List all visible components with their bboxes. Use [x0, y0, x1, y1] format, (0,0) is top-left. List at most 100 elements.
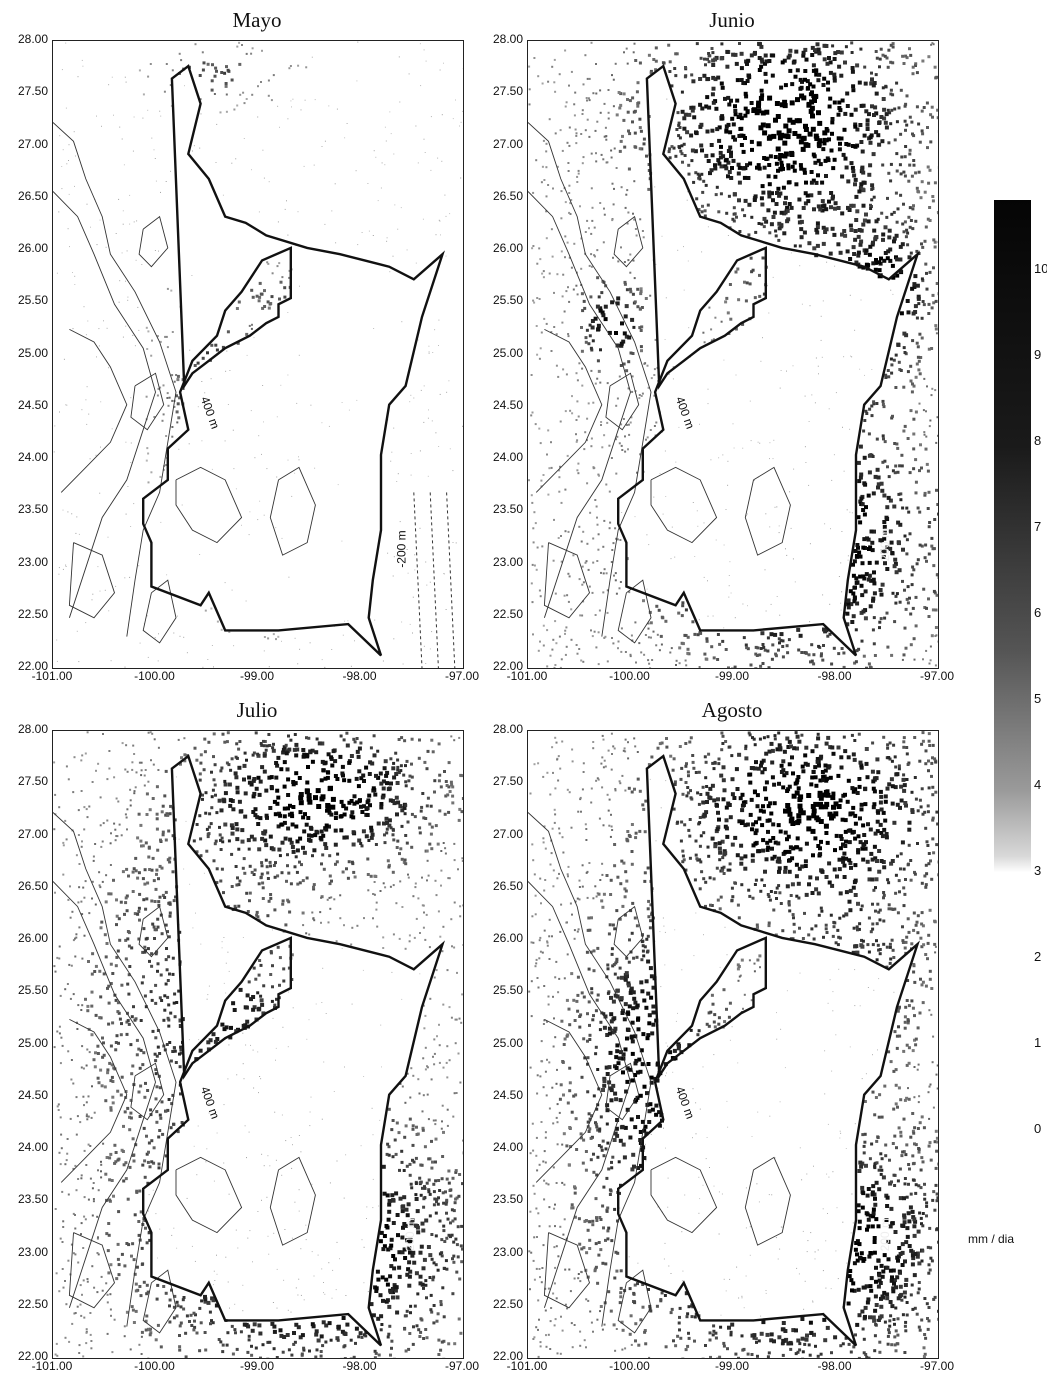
lat-tick: 22.00 — [17, 1349, 48, 1363]
lat-tick: 25.00 — [492, 345, 523, 360]
map-canvas-agosto: 400 m 200 m — [528, 731, 938, 1358]
contour-line — [68, 542, 116, 619]
contour-line — [175, 466, 243, 544]
contour-line — [528, 812, 652, 1327]
lat-tick: 22.00 — [492, 659, 523, 673]
map-canvas-mayo: 400 m -200 m — [53, 41, 463, 668]
lat-tick: 24.00 — [492, 1140, 523, 1154]
lon-tick: -98.00 — [817, 669, 852, 683]
lon-tick: -97.00 — [444, 669, 480, 683]
colorbar-tick-label: 9 — [1034, 347, 1042, 362]
contour-line — [60, 1018, 128, 1183]
lon-tick: -100.00 — [134, 1359, 175, 1373]
colorbar-tick-label: 6 — [1034, 605, 1042, 620]
lat-tick: 25.50 — [17, 293, 48, 308]
contour-line — [744, 1156, 791, 1246]
lon-tick: -100.00 — [609, 1359, 650, 1373]
state-boundary — [141, 64, 445, 657]
lat-tick: 26.00 — [492, 931, 523, 945]
lat-tick: 22.00 — [17, 659, 48, 673]
bathymetry-line — [429, 492, 439, 668]
contour-line — [543, 542, 591, 619]
lat-tick: 24.50 — [492, 1087, 523, 1102]
precipitation-field — [528, 731, 938, 1358]
contour-line — [60, 328, 128, 493]
contour-label-400: 400 m — [673, 395, 698, 431]
contour-line — [53, 881, 156, 1308]
lat-tick: 22.50 — [492, 1296, 523, 1311]
lon-tick: -99.00 — [714, 1359, 750, 1373]
contour-line — [68, 1232, 116, 1309]
contour-label-200: 200 m — [403, 1218, 417, 1251]
colorbar-tick-label: 4 — [1034, 777, 1042, 792]
contour-label-200: 200 m — [878, 528, 892, 561]
contour-line — [650, 466, 718, 544]
contour-line — [650, 1156, 718, 1234]
lon-tick: -98.00 — [342, 669, 377, 683]
lon-tick: -99.00 — [239, 669, 275, 683]
contour-line — [535, 328, 603, 493]
lon-tick: -99.00 — [239, 1359, 275, 1373]
lat-tick: 24.50 — [17, 1087, 48, 1102]
topography-contours — [53, 122, 316, 644]
lat-tick: 27.00 — [492, 136, 523, 151]
lon-tick: -97.00 — [919, 669, 955, 683]
colorbar-gradient — [994, 200, 1031, 1020]
lat-tick: 24.50 — [17, 397, 48, 412]
lat-tick: 23.50 — [17, 1192, 48, 1207]
lat-tick: 25.50 — [492, 983, 523, 998]
lat-tick: 22.50 — [492, 606, 523, 621]
colorbar-tick-label: 3 — [1034, 863, 1042, 878]
contour-label-400: 400 m — [198, 395, 223, 431]
panel-title-agosto: Agosto — [701, 698, 763, 722]
lat-tick: 25.00 — [17, 345, 48, 360]
panel-title-julio: Julio — [236, 698, 278, 722]
lon-tick: -100.00 — [134, 669, 175, 683]
colorbar-tick-label: 2 — [1034, 949, 1042, 964]
colorbar-tick-label: 8 — [1034, 433, 1042, 448]
topography-contours — [53, 812, 316, 1334]
contour-label-200: 200 m — [878, 1218, 892, 1251]
lat-tick: 24.00 — [17, 450, 48, 464]
lat-tick: 23.00 — [17, 554, 48, 569]
contour-line — [269, 466, 316, 556]
lat-tick: 26.50 — [17, 878, 48, 893]
lat-tick: 27.00 — [492, 826, 523, 841]
bathymetry-line — [413, 492, 423, 668]
contour-line — [744, 466, 791, 556]
colorbar — [994, 200, 1031, 1020]
colorbar-unit: mm / dia — [968, 1232, 1015, 1246]
contour-line — [528, 191, 631, 618]
lat-tick: 27.00 — [17, 826, 48, 841]
map-canvas-junio: 400 m 200 m — [528, 41, 938, 668]
lat-tick: 27.50 — [17, 774, 48, 789]
lat-tick: 25.50 — [492, 293, 523, 308]
lat-tick: 22.00 — [492, 1349, 523, 1363]
topography-contours — [528, 122, 791, 644]
contour-line — [53, 812, 177, 1327]
lat-tick: 28.00 — [17, 722, 48, 736]
lat-tick: 27.50 — [492, 84, 523, 99]
lat-tick: 22.50 — [17, 1296, 48, 1311]
lat-tick: 23.00 — [492, 1244, 523, 1259]
lon-tick: -97.00 — [444, 1359, 480, 1373]
map-canvas-julio: 400 m 200 m — [53, 731, 463, 1358]
lat-tick: 27.50 — [492, 774, 523, 789]
contour-line — [142, 1269, 177, 1334]
lat-tick: 23.00 — [17, 1244, 48, 1259]
lon-tick: -101.00 — [506, 669, 548, 683]
lon-tick: -101.00 — [31, 1359, 73, 1373]
contour-line — [605, 1062, 640, 1121]
contour-line — [53, 122, 177, 637]
lat-tick: 23.50 — [492, 502, 523, 517]
lon-tick: -100.00 — [609, 669, 650, 683]
state-boundary — [616, 754, 920, 1347]
contour-line — [617, 579, 652, 644]
contour-label-400: 400 m — [673, 1085, 698, 1121]
bathymetry-line — [446, 492, 456, 668]
precipitation-field — [53, 41, 463, 668]
lat-tick: 27.50 — [17, 84, 48, 99]
lat-tick: 26.00 — [492, 241, 523, 255]
lat-tick: 28.00 — [492, 32, 523, 46]
contour-line — [605, 372, 640, 431]
